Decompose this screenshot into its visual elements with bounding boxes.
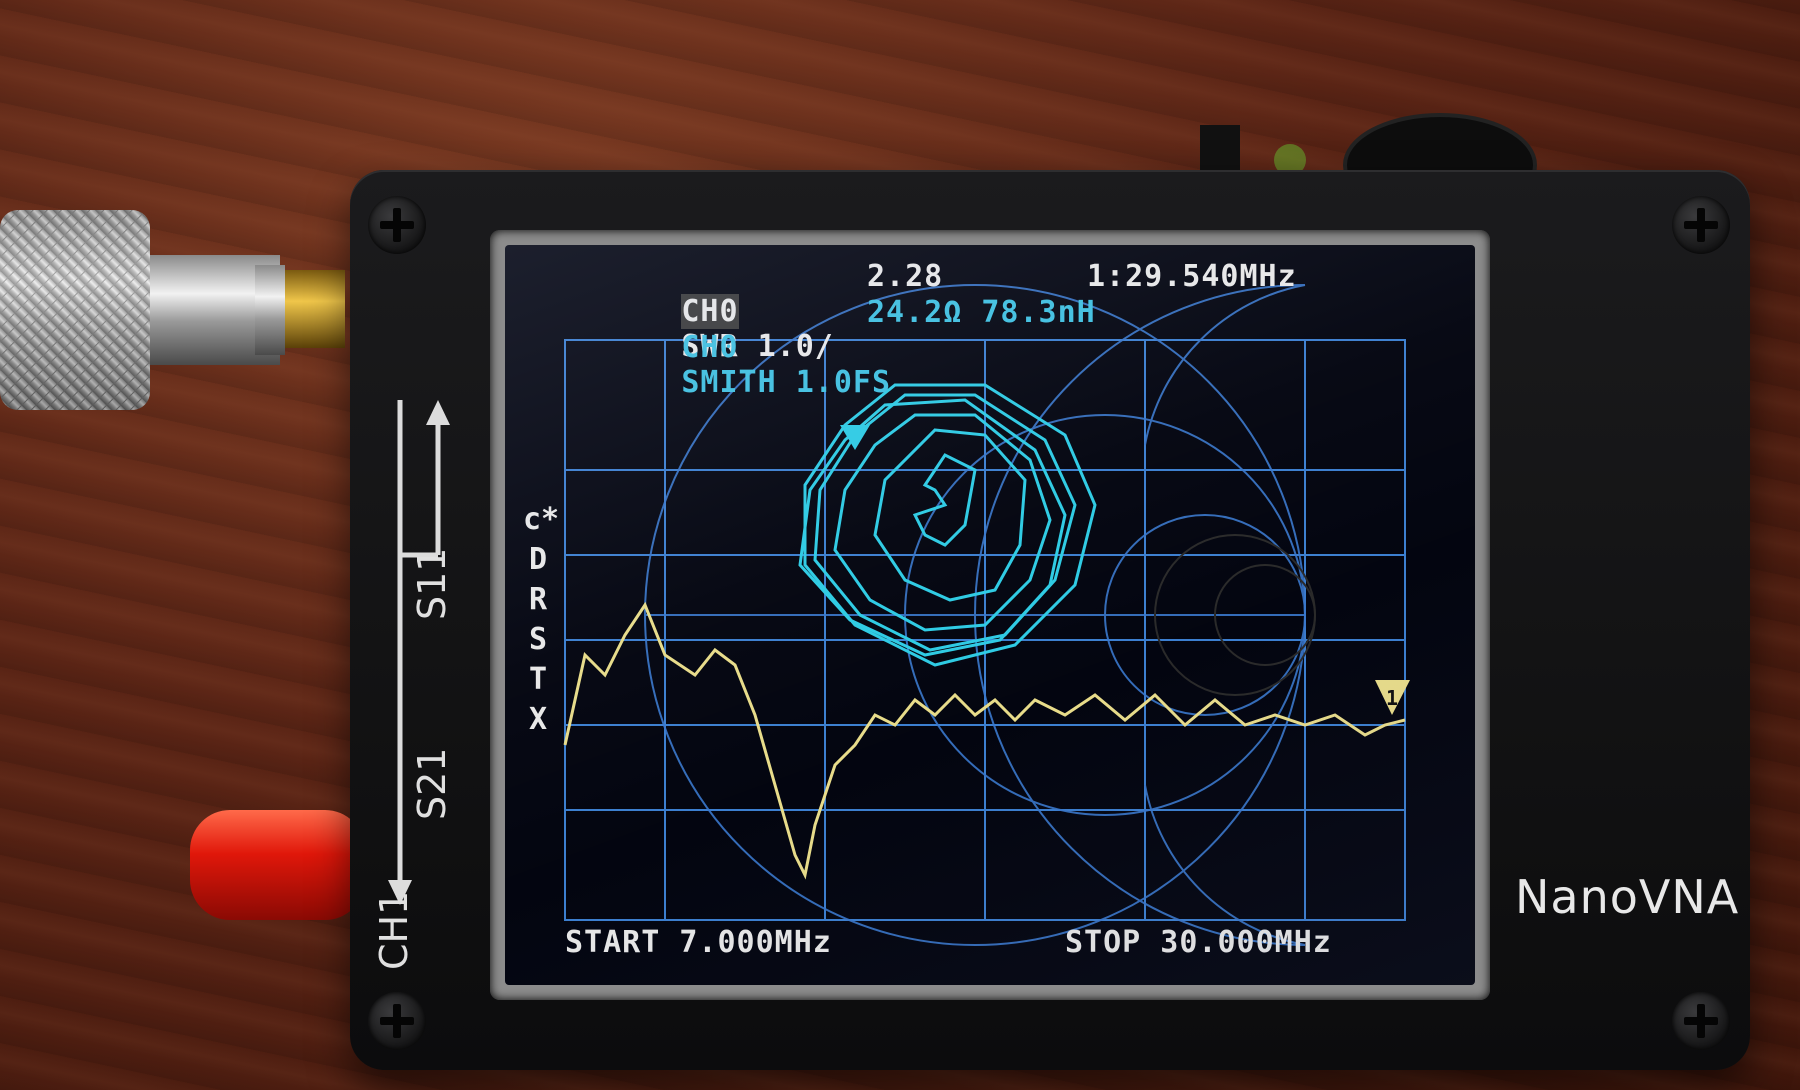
menu-letter[interactable]: X xyxy=(528,702,548,737)
label-s11: S11 xyxy=(410,547,454,620)
marker-readout: 1:29.540MHz xyxy=(1087,259,1297,294)
menu-letter[interactable]: D xyxy=(528,542,548,577)
label-ch1: CH1 xyxy=(372,890,416,970)
menu-letter[interactable]: R xyxy=(528,582,548,617)
trace1-format: SWR 1.0/ xyxy=(681,329,834,364)
menu-letter-column[interactable]: c* D R S T X xyxy=(523,500,560,740)
label-s21: S21 xyxy=(410,747,454,820)
screw-bottom-right xyxy=(1672,992,1730,1050)
smith-trace xyxy=(798,383,1097,667)
smith-marker-icon xyxy=(840,425,870,450)
screw-bottom-left xyxy=(368,992,426,1050)
trace1-channel[interactable]: CH0 xyxy=(681,294,739,329)
trace2-format: SMITH 1.0FS xyxy=(681,365,892,400)
lcd-screen[interactable]: 1 CH0 SWR 1.0/ 2.28 1:29.540MHz CH0 SMIT… xyxy=(505,245,1475,985)
nanovna-device: S11 S21 CH1 xyxy=(350,170,1750,1070)
trace2-value: 24.2Ω 78.3nH xyxy=(867,295,1096,330)
stop-frequency[interactable]: STOP 30.000MHz xyxy=(1065,925,1332,960)
trace1-value: 2.28 xyxy=(867,259,944,294)
smith-grid-right-shadow xyxy=(1154,534,1316,696)
n-type-connector xyxy=(0,210,345,410)
port-arrows-graphic xyxy=(388,400,450,905)
menu-letter[interactable]: S xyxy=(528,622,548,657)
trace1-readout[interactable]: CH0 SWR 1.0/ xyxy=(567,259,834,399)
brand-logo: NanoVNA xyxy=(1515,870,1740,924)
menu-letter[interactable]: T xyxy=(528,662,548,697)
smith-and-swr-plot: 1 xyxy=(563,284,1410,946)
screw-top-left xyxy=(368,196,426,254)
trace2-readout[interactable]: CH0 SMITH 1.0FS xyxy=(567,295,891,435)
screw-top-right xyxy=(1672,196,1730,254)
swr-marker-icon xyxy=(1375,680,1410,715)
trace2-channel[interactable]: CH0 xyxy=(681,330,739,365)
menu-letter[interactable]: c* xyxy=(523,502,560,537)
smith-grid xyxy=(644,284,1306,946)
start-frequency[interactable]: START 7.000MHz xyxy=(565,925,832,960)
swr-trace xyxy=(563,601,1406,880)
swr-marker-label: 1 xyxy=(1386,686,1398,710)
